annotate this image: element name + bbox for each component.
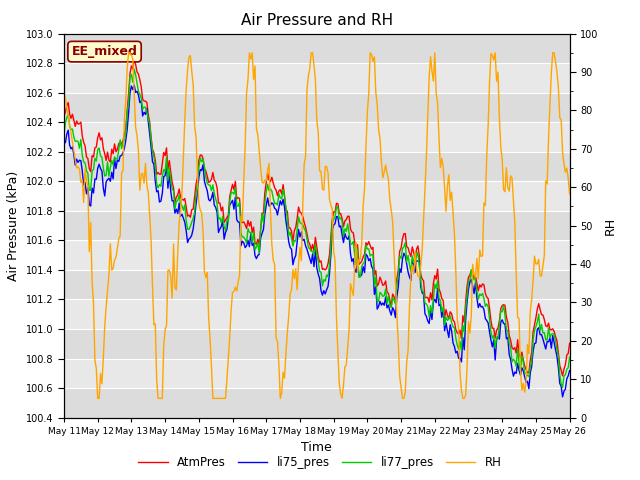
AtmPres [74,121,82,127]
AtmPres [156,171,163,177]
li77_pres [506,340,513,346]
Text: EE_mixed: EE_mixed [72,45,138,58]
RH [368,52,376,58]
AtmPres [506,333,513,338]
AtmPres [378,278,385,284]
li77_pres [60,132,68,137]
RH [125,50,132,56]
Y-axis label: RH: RH [604,216,617,235]
AtmPres [566,340,573,346]
Y-axis label: Air Pressure (kPa): Air Pressure (kPa) [7,170,20,281]
li77_pres [559,384,566,390]
AtmPres [366,243,374,249]
RH [351,262,358,268]
Bar [64,34,570,63]
li75_pres [156,199,163,205]
Bar [64,152,570,181]
X-axis label: Time: Time [301,441,332,454]
li77_pres [156,182,163,188]
Bar [64,63,570,93]
RH [157,396,164,401]
Line: li77_pres: li77_pres [64,69,570,387]
Bar [64,388,570,418]
Bar [64,359,570,388]
AtmPres [131,55,138,61]
AtmPres [60,113,68,119]
Line: AtmPres: AtmPres [64,58,570,376]
li75_pres [349,256,357,262]
Bar [64,270,570,300]
Legend: AtmPres, li75_pres, li77_pres, RH: AtmPres, li75_pres, li77_pres, RH [134,452,506,474]
Line: li75_pres: li75_pres [64,85,570,397]
Title: Air Pressure and RH: Air Pressure and RH [241,13,393,28]
Bar [64,93,570,122]
Bar [64,240,570,270]
li75_pres [506,352,513,358]
Bar [64,181,570,211]
li77_pres [366,253,374,259]
li77_pres [131,66,138,72]
li75_pres [366,256,374,262]
AtmPres [559,373,566,379]
li77_pres [349,239,357,244]
RH [74,164,82,170]
RH [379,175,387,180]
RH [94,396,102,401]
AtmPres [349,230,357,236]
Line: RH: RH [64,53,570,398]
li75_pres [566,368,573,373]
Bar [64,300,570,329]
Bar [64,122,570,152]
li75_pres [378,302,385,308]
RH [507,173,515,179]
li75_pres [74,159,82,165]
li75_pres [559,394,566,400]
li77_pres [74,139,82,144]
li75_pres [131,82,138,88]
RH [60,88,68,94]
Bar [64,211,570,240]
li77_pres [566,354,573,360]
li77_pres [378,291,385,297]
RH [566,191,573,197]
Bar [64,329,570,359]
li75_pres [60,140,68,146]
